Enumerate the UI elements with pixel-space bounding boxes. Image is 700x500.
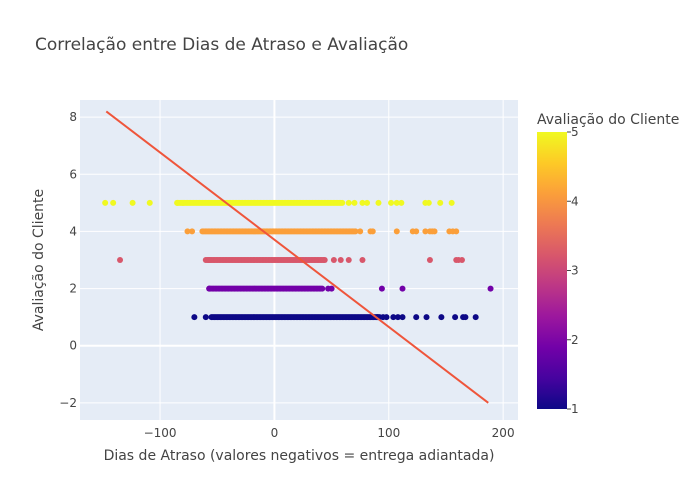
data-point — [398, 199, 405, 206]
data-point — [359, 199, 366, 206]
data-point — [146, 199, 153, 206]
colorbar — [537, 132, 567, 409]
data-point — [359, 257, 366, 263]
trend-line-group — [105, 110, 489, 404]
colorbar-tick-label: 5 — [571, 125, 579, 139]
data-point — [357, 228, 364, 235]
data-point — [345, 199, 352, 206]
data-point — [202, 314, 209, 321]
data-point — [351, 199, 358, 206]
data-point — [393, 199, 400, 206]
data-point — [375, 199, 382, 206]
data-point — [369, 228, 376, 235]
data-point — [328, 285, 335, 292]
y-tick-label: 0 — [69, 339, 77, 353]
data-point — [438, 314, 445, 321]
data-point — [453, 228, 460, 235]
data-point — [184, 228, 191, 235]
data-point — [110, 199, 117, 206]
data-point — [423, 314, 430, 321]
y-tick-label: 4 — [69, 224, 77, 238]
colorbar-tick-label: 4 — [571, 194, 579, 208]
x-axis-title: Dias de Atraso (valores negativos = entr… — [104, 448, 495, 464]
x-tick-label: 100 — [377, 426, 400, 440]
x-tick-label: −100 — [144, 426, 177, 440]
trend-line — [105, 110, 489, 404]
data-point — [452, 314, 459, 321]
x-tick-label: 200 — [492, 426, 515, 440]
data-point — [206, 257, 213, 263]
data-point — [102, 199, 109, 206]
data-point — [352, 228, 359, 235]
data-point — [129, 199, 136, 206]
colorbar-tick-label: 3 — [571, 264, 579, 278]
colorbar-ticks: 1 2 3 4 5 — [567, 125, 579, 416]
data-point — [345, 257, 352, 263]
data-markers — [102, 199, 494, 321]
data-point — [179, 199, 186, 206]
data-point — [399, 314, 406, 321]
data-point — [431, 228, 438, 235]
data-point — [189, 228, 196, 235]
chart-title: Correlação entre Dias de Atraso e Avalia… — [35, 35, 408, 55]
data-point — [330, 257, 337, 263]
y-tick-label: −2 — [59, 396, 77, 410]
x-tick-label: 0 — [271, 426, 279, 440]
data-point — [117, 257, 124, 263]
y-axis-title: Avaliação do Cliente — [31, 189, 47, 331]
data-point — [487, 285, 494, 292]
data-point — [413, 314, 420, 321]
data-point — [458, 257, 465, 263]
data-point — [319, 285, 326, 292]
y-tick-label: 8 — [69, 110, 77, 124]
data-point — [425, 199, 432, 206]
y-tick-labels: −2 0 2 4 6 8 — [59, 110, 77, 410]
data-point — [448, 199, 455, 206]
colorbar-tick-label: 1 — [571, 402, 579, 416]
data-point — [383, 314, 390, 321]
data-point — [174, 199, 181, 206]
data-point — [364, 199, 371, 206]
data-point — [378, 285, 385, 292]
data-point — [393, 228, 400, 235]
data-point — [206, 285, 213, 292]
data-point — [321, 257, 328, 263]
colorbar-title: Avaliação do Cliente — [537, 112, 679, 128]
data-point — [390, 314, 397, 321]
data-point — [394, 314, 401, 321]
data-point — [422, 228, 429, 235]
x-tick-labels: −100 0 100 200 — [144, 426, 515, 440]
data-point — [462, 314, 469, 321]
data-point — [191, 314, 198, 321]
data-point — [388, 199, 395, 206]
data-point — [337, 257, 344, 263]
data-point — [399, 285, 406, 292]
data-point — [339, 199, 346, 206]
data-point — [437, 199, 444, 206]
data-point — [426, 257, 433, 263]
data-point — [413, 228, 420, 235]
y-tick-label: 2 — [69, 282, 77, 296]
data-point — [472, 314, 479, 321]
y-tick-label: 6 — [69, 167, 77, 181]
colorbar-tick-label: 2 — [571, 333, 579, 347]
